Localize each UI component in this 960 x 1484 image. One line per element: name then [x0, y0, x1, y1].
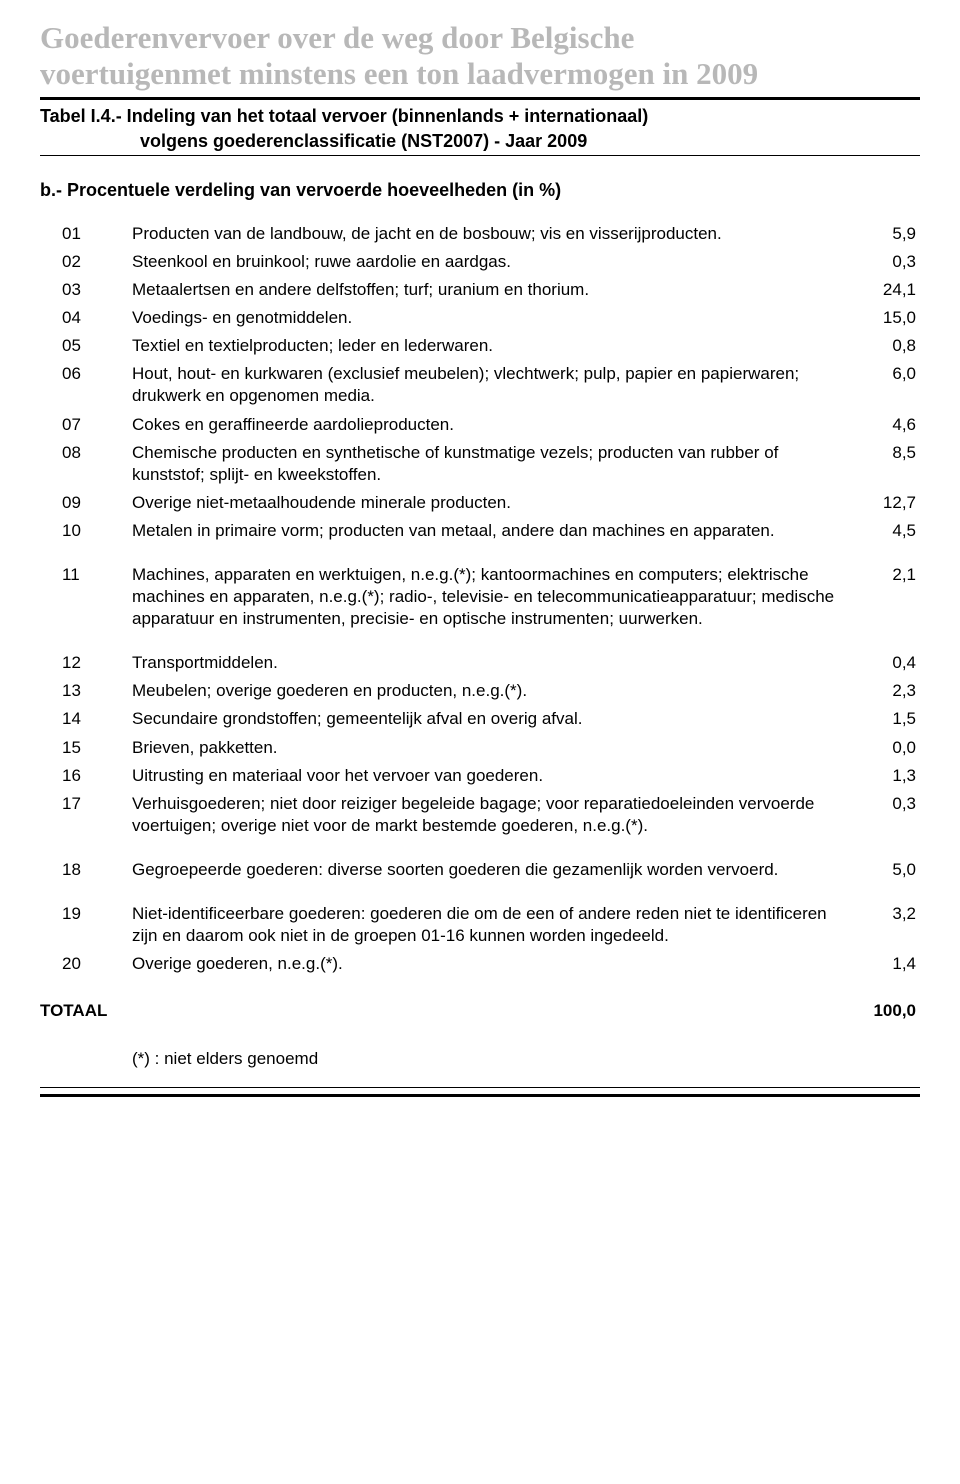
row-description: Brieven, pakketten.	[92, 737, 850, 759]
row-value: 1,3	[850, 765, 920, 787]
row-code: 07	[40, 414, 92, 436]
row-description: Overige niet-metaalhoudende minerale pro…	[92, 492, 850, 514]
total-row: TOTAAL 100,0	[40, 1001, 920, 1021]
document-title: Goederenvervoer over de weg door Belgisc…	[40, 20, 920, 91]
row-code: 02	[40, 251, 92, 273]
row-code: 16	[40, 765, 92, 787]
row-code: 03	[40, 279, 92, 301]
row-description: Gegroepeerde goederen: diverse soorten g…	[92, 859, 850, 881]
row-value: 15,0	[850, 307, 920, 329]
row-code: 20	[40, 953, 92, 975]
table-row: 17Verhuisgoederen; niet door reiziger be…	[40, 793, 920, 837]
row-value: 6,0	[850, 363, 920, 385]
row-value: 12,7	[850, 492, 920, 514]
table-label-line-1: Tabel I.4.- Indeling van het totaal verv…	[40, 106, 648, 126]
table-row: 08Chemische producten en synthetische of…	[40, 442, 920, 486]
table-row: 03Metaalertsen en andere delfstoffen; tu…	[40, 279, 920, 301]
row-code: 04	[40, 307, 92, 329]
row-value: 4,5	[850, 520, 920, 542]
row-description: Machines, apparaten en werktuigen, n.e.g…	[92, 564, 850, 630]
table-label-line-2: volgens goederenclassificatie (NST2007) …	[40, 129, 920, 153]
row-code: 14	[40, 708, 92, 730]
row-description: Transportmiddelen.	[92, 652, 850, 674]
row-code: 06	[40, 363, 92, 385]
row-description: Steenkool en bruinkool; ruwe aardolie en…	[92, 251, 850, 273]
row-value: 0,3	[850, 251, 920, 273]
footnote: (*) : niet elders genoemd	[40, 1049, 920, 1069]
row-code: 12	[40, 652, 92, 674]
rule-under-label	[40, 155, 920, 156]
row-description: Metaalertsen en andere delfstoffen; turf…	[92, 279, 850, 301]
row-code: 08	[40, 442, 92, 464]
row-description: Hout, hout- en kurkwaren (exclusief meub…	[92, 363, 850, 407]
rule-bottom-thick	[40, 1094, 920, 1097]
table-row: 19Niet-identificeerbare goederen: goeder…	[40, 903, 920, 947]
row-value: 0,3	[850, 793, 920, 815]
row-description: Cokes en geraffineerde aardolieproducten…	[92, 414, 850, 436]
bottom-rules	[40, 1087, 920, 1097]
row-code: 09	[40, 492, 92, 514]
section-title: b.- Procentuele verdeling van vervoerde …	[40, 180, 920, 201]
row-value: 0,0	[850, 737, 920, 759]
row-code: 17	[40, 793, 92, 815]
table-row: 20Overige goederen, n.e.g.(*).1,4	[40, 953, 920, 975]
table-row: 02Steenkool en bruinkool; ruwe aardolie …	[40, 251, 920, 273]
data-rows: 01Producten van de landbouw, de jacht en…	[40, 223, 920, 975]
table-row: 10Metalen in primaire vorm; producten va…	[40, 520, 920, 542]
title-line-1: Goederenvervoer over de weg door Belgisc…	[40, 20, 634, 55]
total-spacer	[150, 1001, 830, 1021]
row-description: Textiel en textielproducten; leder en le…	[92, 335, 850, 357]
row-value: 8,5	[850, 442, 920, 464]
table-row: 14Secundaire grondstoffen; gemeentelijk …	[40, 708, 920, 730]
row-code: 11	[40, 564, 92, 586]
total-label: TOTAAL	[40, 1001, 150, 1021]
row-code: 05	[40, 335, 92, 357]
table-row: 13Meubelen; overige goederen en producte…	[40, 680, 920, 702]
row-description: Overige goederen, n.e.g.(*).	[92, 953, 850, 975]
row-value: 1,4	[850, 953, 920, 975]
row-value: 0,4	[850, 652, 920, 674]
row-code: 10	[40, 520, 92, 542]
table-row: 04Voedings- en genotmiddelen.15,0	[40, 307, 920, 329]
table-row: 05Textiel en textielproducten; leder en …	[40, 335, 920, 357]
row-description: Producten van de landbouw, de jacht en d…	[92, 223, 850, 245]
table-row: 16Uitrusting en materiaal voor het vervo…	[40, 765, 920, 787]
row-code: 15	[40, 737, 92, 759]
row-code: 01	[40, 223, 92, 245]
row-description: Secundaire grondstoffen; gemeentelijk af…	[92, 708, 850, 730]
title-line-2: voertuigenmet minstens een ton laadvermo…	[40, 56, 758, 91]
row-code: 19	[40, 903, 92, 925]
row-description: Meubelen; overige goederen en producten,…	[92, 680, 850, 702]
row-value: 5,0	[850, 859, 920, 881]
row-value: 2,3	[850, 680, 920, 702]
page: Goederenvervoer over de weg door Belgisc…	[0, 0, 960, 1484]
table-row: 09Overige niet-metaalhoudende minerale p…	[40, 492, 920, 514]
row-description: Uitrusting en materiaal voor het vervoer…	[92, 765, 850, 787]
table-row: 07Cokes en geraffineerde aardolieproduct…	[40, 414, 920, 436]
row-description: Chemische producten en synthetische of k…	[92, 442, 850, 486]
rule-bottom-thin	[40, 1087, 920, 1088]
row-value: 1,5	[850, 708, 920, 730]
row-value: 2,1	[850, 564, 920, 586]
table-row: 06Hout, hout- en kurkwaren (exclusief me…	[40, 363, 920, 407]
row-code: 13	[40, 680, 92, 702]
table-row: 11Machines, apparaten en werktuigen, n.e…	[40, 564, 920, 630]
table-row: 12Transportmiddelen.0,4	[40, 652, 920, 674]
table-row: 15Brieven, pakketten.0,0	[40, 737, 920, 759]
table-row: 01Producten van de landbouw, de jacht en…	[40, 223, 920, 245]
row-value: 24,1	[850, 279, 920, 301]
row-code: 18	[40, 859, 92, 881]
row-value: 5,9	[850, 223, 920, 245]
row-description: Voedings- en genotmiddelen.	[92, 307, 850, 329]
row-description: Niet-identificeerbare goederen: goederen…	[92, 903, 850, 947]
row-value: 4,6	[850, 414, 920, 436]
row-value: 3,2	[850, 903, 920, 925]
table-label: Tabel I.4.- Indeling van het totaal verv…	[40, 100, 920, 155]
row-description: Verhuisgoederen; niet door reiziger bege…	[92, 793, 850, 837]
row-value: 0,8	[850, 335, 920, 357]
row-description: Metalen in primaire vorm; producten van …	[92, 520, 850, 542]
table-row: 18Gegroepeerde goederen: diverse soorten…	[40, 859, 920, 881]
total-value: 100,0	[830, 1001, 920, 1021]
